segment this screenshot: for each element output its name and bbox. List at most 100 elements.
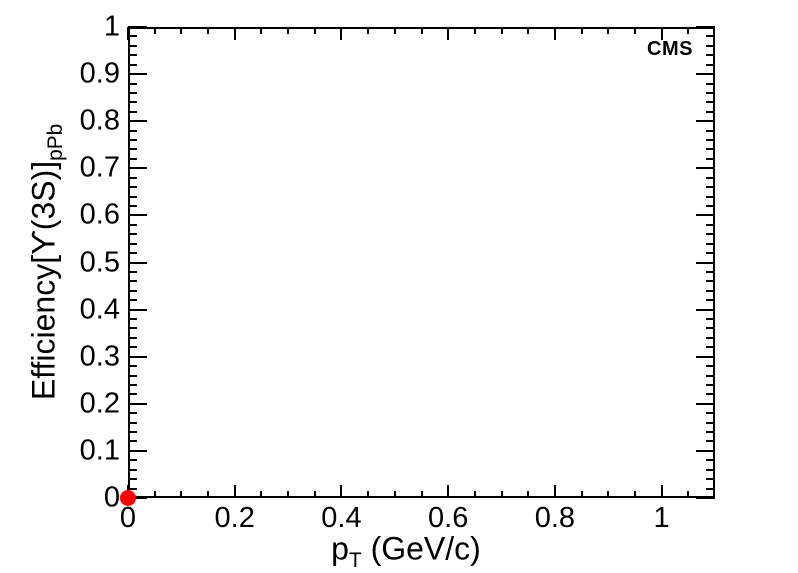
tick-mark (128, 148, 137, 151)
tick-mark (128, 478, 137, 481)
tick-mark (128, 383, 137, 386)
tick-mark (367, 27, 370, 34)
tick-mark (696, 308, 715, 311)
tick-mark (696, 355, 715, 358)
tick-mark (687, 491, 690, 498)
data-point-marker (120, 489, 136, 506)
tick-mark (153, 27, 156, 34)
tick-mark (696, 449, 715, 452)
y-tick-label: 0.6 (79, 198, 120, 231)
tick-mark (706, 54, 715, 57)
tick-mark (706, 289, 715, 292)
tick-mark (180, 491, 183, 498)
tick-mark (706, 91, 715, 94)
tick-mark (580, 491, 583, 498)
tick-mark (706, 204, 715, 207)
tick-mark (420, 491, 423, 498)
tick-mark (706, 280, 715, 283)
tick-mark (696, 73, 715, 76)
tick-mark (696, 261, 715, 264)
tick-mark (706, 186, 715, 189)
tick-mark (128, 308, 147, 311)
tick-mark (128, 374, 137, 377)
tick-mark (128, 167, 147, 170)
tick-mark (128, 223, 137, 226)
tick-mark (128, 421, 137, 424)
tick-mark (393, 491, 396, 498)
tick-mark (706, 63, 715, 66)
tick-mark (233, 485, 236, 498)
tick-mark (128, 63, 137, 66)
tick-mark (128, 497, 147, 499)
tick-mark (527, 27, 530, 34)
tick-mark (128, 195, 137, 198)
tick-mark (660, 485, 663, 498)
tick-mark (313, 27, 316, 34)
tick-mark (706, 148, 715, 151)
tick-mark (128, 355, 147, 358)
tick-mark (706, 327, 715, 330)
x-tick-label: 0.2 (214, 502, 255, 534)
tick-mark (706, 252, 715, 255)
tick-mark (233, 27, 236, 40)
y-tick-label: 0.3 (79, 340, 120, 373)
plot-frame (128, 27, 715, 498)
tick-mark (553, 485, 556, 498)
tick-mark (128, 139, 137, 142)
tick-mark (128, 101, 137, 104)
tick-mark (473, 27, 476, 34)
y-tick-label: 0.8 (79, 104, 120, 137)
tick-mark (706, 318, 715, 321)
tick-mark (260, 491, 263, 498)
tick-mark (128, 346, 137, 349)
tick-mark (696, 26, 715, 28)
tick-mark (287, 27, 290, 34)
tick-mark (706, 242, 715, 245)
tick-mark (260, 27, 263, 34)
tick-mark (128, 242, 137, 245)
x-tick-label: 0.8 (534, 502, 576, 534)
tick-mark (706, 299, 715, 302)
tick-mark (706, 468, 715, 471)
tick-mark (696, 120, 715, 123)
x-tick-label: 1 (653, 502, 670, 534)
y-axis-title-text: Efficiency[ϒ(3S)] (25, 160, 62, 401)
tick-mark (128, 270, 137, 273)
tick-mark (340, 485, 343, 498)
tick-mark (706, 478, 715, 481)
tick-mark (128, 336, 137, 339)
tick-mark (128, 280, 137, 283)
tick-mark (128, 393, 137, 396)
y-tick-label: 0.2 (79, 387, 120, 420)
tick-mark (633, 27, 636, 34)
tick-mark (127, 27, 129, 40)
tick-mark (128, 440, 137, 443)
tick-mark (706, 233, 715, 236)
tick-mark (660, 27, 663, 40)
tick-mark (128, 487, 137, 490)
x-tick-label: 0.4 (321, 502, 362, 534)
tick-mark (687, 27, 690, 34)
y-tick-label: 0 (103, 481, 120, 514)
y-tick-label: 0.9 (79, 57, 120, 90)
tick-mark (706, 487, 715, 490)
tick-mark (706, 176, 715, 179)
tick-mark (128, 214, 147, 217)
tick-mark (527, 491, 530, 498)
tick-mark (128, 431, 137, 434)
tick-mark (447, 485, 450, 498)
tick-mark (367, 491, 370, 498)
tick-mark (706, 82, 715, 85)
tick-mark (706, 139, 715, 142)
tick-mark (706, 459, 715, 462)
tick-mark (128, 26, 147, 28)
tick-mark (447, 27, 450, 40)
tick-mark (128, 412, 137, 415)
tick-mark (128, 44, 137, 47)
tick-mark (706, 412, 715, 415)
x-axis-title-text: p (331, 530, 349, 567)
tick-mark (706, 223, 715, 226)
x-tick-label: 0.6 (428, 502, 469, 534)
tick-mark (696, 497, 715, 499)
tick-mark (128, 252, 137, 255)
